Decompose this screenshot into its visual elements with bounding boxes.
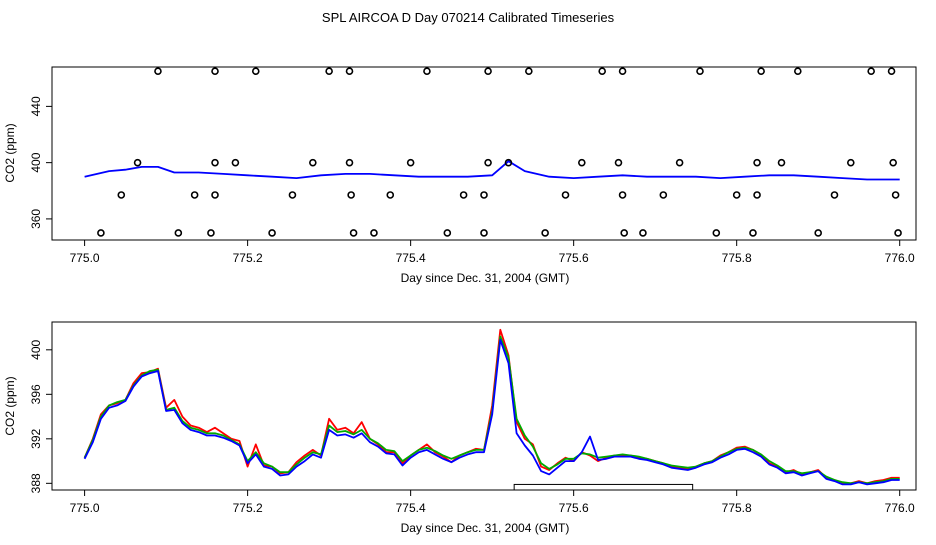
top-data-point bbox=[345, 158, 354, 167]
top-panel: 775.0 775.2 775.4 775.6 775.8 776.0 360 400 440… bbox=[3, 66, 917, 285]
top-data-point bbox=[325, 67, 333, 76]
top-data-point bbox=[618, 67, 627, 76]
top-x-tick-label: 775.0 bbox=[70, 251, 100, 265]
top-data-point bbox=[211, 191, 219, 199]
bottom-data-marks bbox=[83, 328, 900, 491]
top-x-tick-label: 775.6 bbox=[559, 251, 589, 265]
top-data-point bbox=[117, 191, 126, 199]
top-data-point bbox=[154, 67, 162, 76]
bottom-x-tick-label: 776.0 bbox=[885, 501, 915, 515]
top-y-tick-label: 360 bbox=[29, 209, 43, 229]
top-data-point bbox=[753, 191, 761, 199]
bottom-y-tick-label: 388 bbox=[29, 473, 43, 493]
top-data-point bbox=[891, 191, 900, 199]
bottom-y-tick-label: 396 bbox=[29, 384, 43, 404]
top-data-point bbox=[732, 191, 741, 199]
top-data-point bbox=[889, 158, 897, 167]
top-data-point bbox=[347, 191, 355, 199]
top-y-axis-label: CO2 (ppm) bbox=[3, 123, 17, 182]
top-data-point bbox=[211, 158, 219, 167]
top-data-point bbox=[174, 229, 183, 237]
top-data-marks bbox=[84, 67, 902, 237]
bottom-y-tick-label: 392 bbox=[29, 428, 43, 448]
top-x-tick-label: 775.8 bbox=[722, 251, 752, 265]
top-y-tick-label: 440 bbox=[29, 96, 43, 116]
top-x-tick-label: 775.4 bbox=[396, 251, 426, 265]
top-data-point bbox=[345, 67, 354, 76]
top-x-tick-label: 776.0 bbox=[885, 251, 915, 265]
top-data-point bbox=[696, 67, 704, 76]
top-data-point bbox=[443, 229, 452, 237]
top-data-point bbox=[794, 67, 802, 76]
top-data-point bbox=[97, 229, 105, 237]
top-data-point bbox=[777, 158, 786, 167]
top-data-point bbox=[231, 158, 240, 167]
top-data-point bbox=[578, 158, 586, 167]
top-data-point bbox=[675, 158, 684, 167]
top-data-point bbox=[190, 191, 199, 199]
top-data-point bbox=[659, 191, 668, 199]
bottom-x-tick-label: 775.4 bbox=[396, 501, 426, 515]
top-data-point bbox=[251, 67, 260, 76]
figure-title: SPL AIRCOA D Day 070214 Calibrated Times… bbox=[322, 10, 615, 25]
bottom-panel: 775.0 775.2 775.4 775.6 775.8 776.0 388 392 396… bbox=[3, 321, 917, 535]
top-data-point bbox=[749, 229, 757, 237]
top-data-point bbox=[459, 191, 468, 199]
top-data-point bbox=[370, 229, 378, 237]
bottom-y-ticks: 388 392 396 400 bbox=[29, 339, 52, 493]
top-data-point bbox=[349, 229, 358, 237]
top-data-point bbox=[484, 158, 492, 167]
top-data-point bbox=[618, 191, 627, 199]
bottom-x-tick-label: 775.0 bbox=[70, 501, 100, 515]
top-panel-frame bbox=[51, 66, 917, 241]
top-data-point bbox=[561, 191, 570, 199]
top-data-point bbox=[830, 191, 839, 199]
top-x-axis-label: Day since Dec. 31, 2004 (GMT) bbox=[401, 271, 570, 285]
top-data-point bbox=[867, 67, 875, 76]
bottom-x-axis-label: Day since Dec. 31, 2004 (GMT) bbox=[401, 521, 570, 535]
top-data-point bbox=[211, 67, 219, 76]
bottom-x-tick-label: 775.2 bbox=[233, 501, 263, 515]
top-data-point bbox=[894, 229, 902, 237]
top-data-point bbox=[504, 158, 513, 167]
top-data-point bbox=[712, 229, 721, 237]
bottom-annotation-box bbox=[513, 483, 694, 491]
top-data-point bbox=[484, 67, 492, 76]
top-data-point bbox=[480, 229, 488, 237]
top-y-ticks: 360 400 440 bbox=[29, 96, 52, 229]
bottom-x-tick-label: 775.8 bbox=[722, 501, 752, 515]
top-data-point bbox=[639, 229, 647, 237]
top-data-point bbox=[814, 229, 822, 237]
top-data-point bbox=[541, 229, 549, 237]
top-data-point bbox=[480, 191, 488, 199]
bottom-x-tick-label: 775.6 bbox=[559, 501, 589, 515]
top-data-point bbox=[846, 158, 855, 167]
top-series-line-0 bbox=[84, 160, 900, 181]
top-data-point bbox=[423, 67, 431, 76]
bottom-x-ticks: 775.0 775.2 775.4 775.6 775.8 776.0 bbox=[70, 490, 915, 515]
top-data-point bbox=[757, 67, 765, 76]
top-data-point bbox=[133, 158, 142, 167]
bottom-series-line-2 bbox=[83, 338, 900, 486]
top-data-point bbox=[386, 191, 395, 199]
bottom-panel-frame bbox=[51, 321, 917, 491]
top-data-point bbox=[614, 158, 623, 167]
top-data-point bbox=[525, 67, 533, 76]
top-data-point bbox=[207, 229, 215, 237]
top-data-point bbox=[887, 67, 896, 76]
top-data-point bbox=[406, 158, 415, 167]
top-x-ticks: 775.0 775.2 775.4 775.6 775.8 776.0 bbox=[70, 240, 915, 265]
top-x-tick-label: 775.2 bbox=[233, 251, 263, 265]
bottom-y-axis-label: CO2 (ppm) bbox=[3, 376, 17, 435]
top-y-tick-label: 400 bbox=[29, 152, 43, 172]
top-data-point bbox=[620, 229, 628, 237]
top-data-point bbox=[753, 158, 761, 167]
top-data-point bbox=[288, 191, 297, 199]
bottom-y-tick-label: 400 bbox=[29, 339, 43, 359]
top-data-point bbox=[309, 158, 317, 167]
top-data-point bbox=[598, 67, 606, 76]
top-data-point bbox=[268, 229, 276, 237]
